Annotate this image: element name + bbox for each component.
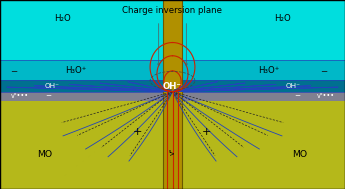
Text: H₃O⁺: H₃O⁺	[258, 66, 280, 75]
Text: −: −	[321, 66, 328, 75]
Text: OH⁻: OH⁻	[44, 83, 59, 89]
Text: vᵒ•••: vᵒ•••	[316, 93, 335, 99]
Bar	[0, 0, 345, 60]
Text: MO: MO	[37, 150, 52, 160]
Bar	[0, 92, 345, 101]
Text: MO: MO	[293, 150, 308, 160]
Text: vᵒ: vᵒ	[169, 148, 176, 155]
Text: OH⁻: OH⁻	[286, 83, 301, 89]
Text: H₂O: H₂O	[54, 14, 70, 23]
Text: vᵒ•••: vᵒ•••	[10, 93, 29, 99]
Text: H₂O: H₂O	[275, 14, 291, 23]
Text: OH⁻: OH⁻	[163, 82, 182, 91]
Bar	[0, 80, 345, 92]
Text: −: −	[45, 93, 51, 99]
Text: −: −	[294, 93, 300, 99]
Bar	[0, 60, 345, 80]
Text: +: +	[133, 127, 143, 137]
Bar	[0, 101, 345, 189]
Bar	[163, 0, 182, 189]
Text: Charge inversion plane: Charge inversion plane	[122, 6, 223, 15]
Text: −: −	[10, 66, 18, 75]
Text: H₃O⁺: H₃O⁺	[65, 66, 87, 75]
Text: +: +	[202, 127, 212, 137]
